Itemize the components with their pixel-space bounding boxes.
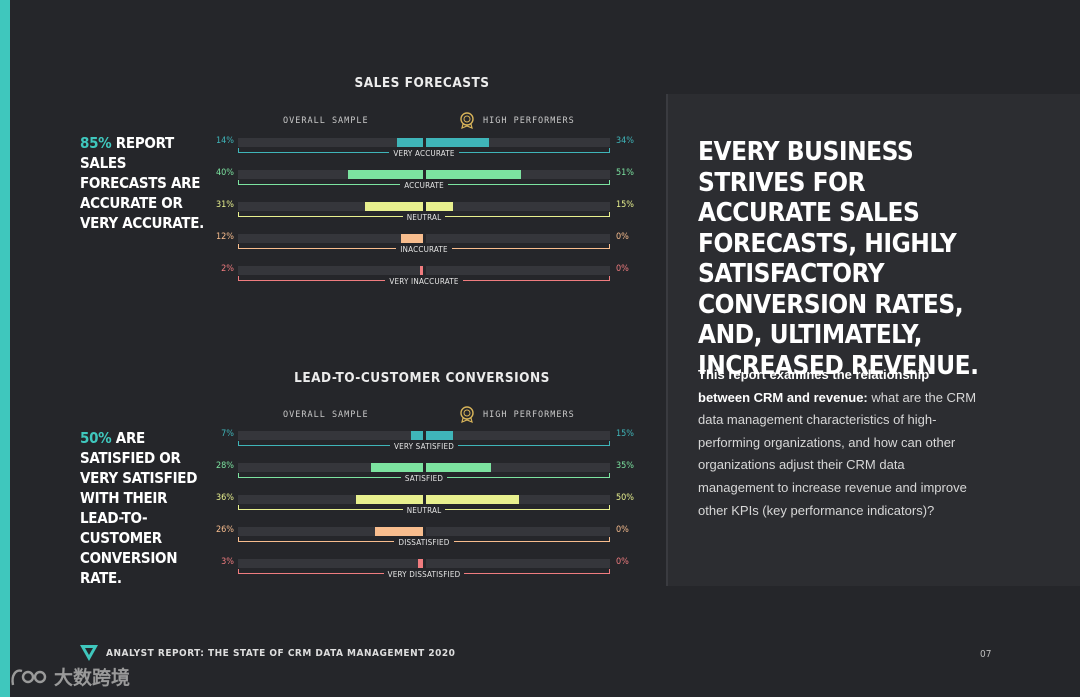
- center-divider: [423, 494, 426, 505]
- panel-body-bold: This report examines the relationship be…: [698, 367, 930, 405]
- high-performers-value: 50%: [616, 493, 634, 503]
- high-performers-bar: [424, 431, 453, 440]
- report-title-footer: ANALYST REPORT: THE STATE OF CRM DATA MA…: [106, 648, 456, 659]
- overall-sample-value: 14%: [216, 136, 234, 146]
- category-label: VERY ACCURATE: [349, 149, 499, 158]
- sales-high-performers-label: HIGH PERFORMERS: [483, 116, 575, 126]
- leads-overall-sample-label: OVERALL SAMPLE: [283, 410, 369, 420]
- overall-sample-bar: [365, 202, 424, 211]
- medal-icon: [460, 112, 474, 129]
- center-divider: [423, 201, 426, 212]
- overall-sample-value: 12%: [216, 232, 234, 242]
- category-label: INACCURATE: [349, 245, 499, 254]
- lead-conversions-title: LEAD-TO-CUSTOMER CONVERSIONS: [294, 370, 550, 386]
- high-performers-bar: [424, 463, 491, 472]
- sales-callout-pct: 85%: [80, 134, 112, 152]
- overall-sample-bar: [374, 527, 424, 536]
- overall-sample-value: 31%: [216, 200, 234, 210]
- high-performers-value: 35%: [616, 461, 634, 471]
- sales-forecasts-title: SALES FORECASTS: [354, 75, 490, 91]
- overall-sample-bar: [370, 463, 424, 472]
- overall-sample-value: 36%: [216, 493, 234, 503]
- high-performers-value: 15%: [616, 429, 634, 439]
- sales-overall-sample-label: OVERALL SAMPLE: [283, 116, 369, 126]
- overall-sample-value: 28%: [216, 461, 234, 471]
- high-performers-value: 15%: [616, 200, 634, 210]
- high-performers-value: 0%: [616, 557, 629, 567]
- center-divider: [423, 233, 426, 244]
- high-performers-value: 34%: [616, 136, 634, 146]
- category-label: VERY DISSATISFIED: [349, 570, 499, 579]
- overall-sample-value: 2%: [221, 264, 234, 274]
- summary-panel: [666, 94, 1080, 586]
- sales-callout-text: REPORT SALES FORECASTS ARE ACCURATE OR V…: [80, 134, 204, 232]
- medal-icon: [460, 406, 474, 423]
- high-performers-bar: [424, 138, 489, 147]
- high-performers-bar: [424, 170, 521, 179]
- sales-callout: 85% REPORT SALES FORECASTS ARE ACCURATE …: [80, 133, 210, 233]
- overall-sample-bar: [397, 138, 424, 147]
- high-performers-value: 0%: [616, 525, 629, 535]
- category-label: DISSATISFIED: [349, 538, 499, 547]
- leads-callout-pct: 50%: [80, 429, 112, 447]
- center-divider: [423, 430, 426, 441]
- high-performers-bar: [424, 202, 453, 211]
- overall-sample-bar: [401, 234, 424, 243]
- watermark-text: 大数跨境: [54, 667, 131, 689]
- high-performers-value: 51%: [616, 168, 634, 178]
- overall-sample-value: 26%: [216, 525, 234, 535]
- overall-sample-bar: [355, 495, 424, 504]
- overall-sample-value: 40%: [216, 168, 234, 178]
- center-divider: [423, 526, 426, 537]
- leads-callout: 50% ARE SATISFIED OR VERY SATISFIED WITH…: [80, 428, 210, 588]
- leads-callout-text: ARE SATISFIED OR VERY SATISFIED WITH THE…: [80, 429, 198, 587]
- category-label: VERY SATISFIED: [349, 442, 499, 451]
- high-performers-value: 0%: [616, 264, 629, 274]
- overall-sample-bar: [348, 170, 424, 179]
- category-label: NEUTRAL: [349, 213, 499, 222]
- overall-sample-value: 7%: [221, 429, 234, 439]
- panel-headline: EVERY BUSINESS STRIVES FOR ACCURATE SALE…: [698, 137, 979, 381]
- page-number: 07: [980, 649, 992, 660]
- center-divider: [423, 462, 426, 473]
- category-label: NEUTRAL: [349, 506, 499, 515]
- brand-logo-icon: [80, 645, 98, 661]
- category-label: SATISFIED: [349, 474, 499, 483]
- leads-high-performers-label: HIGH PERFORMERS: [483, 410, 575, 420]
- center-divider: [423, 137, 426, 148]
- overall-sample-bar: [420, 266, 424, 275]
- overall-sample-bar: [418, 559, 424, 568]
- center-divider: [423, 558, 426, 569]
- panel-body-rest: what are the CRM data management charact…: [698, 389, 977, 518]
- high-performers-value: 0%: [616, 232, 629, 242]
- center-divider: [423, 265, 426, 276]
- category-label: VERY INACCURATE: [349, 277, 499, 286]
- watermark-logo-icon: [11, 668, 47, 685]
- overall-sample-bar: [410, 431, 424, 440]
- panel-body: This report examines the relationship be…: [698, 364, 978, 522]
- overall-sample-value: 3%: [221, 557, 234, 567]
- category-label: ACCURATE: [349, 181, 499, 190]
- accent-stripe: [0, 0, 10, 697]
- high-performers-bar: [424, 495, 519, 504]
- watermark: 大数跨境: [10, 663, 130, 690]
- center-divider: [423, 169, 426, 180]
